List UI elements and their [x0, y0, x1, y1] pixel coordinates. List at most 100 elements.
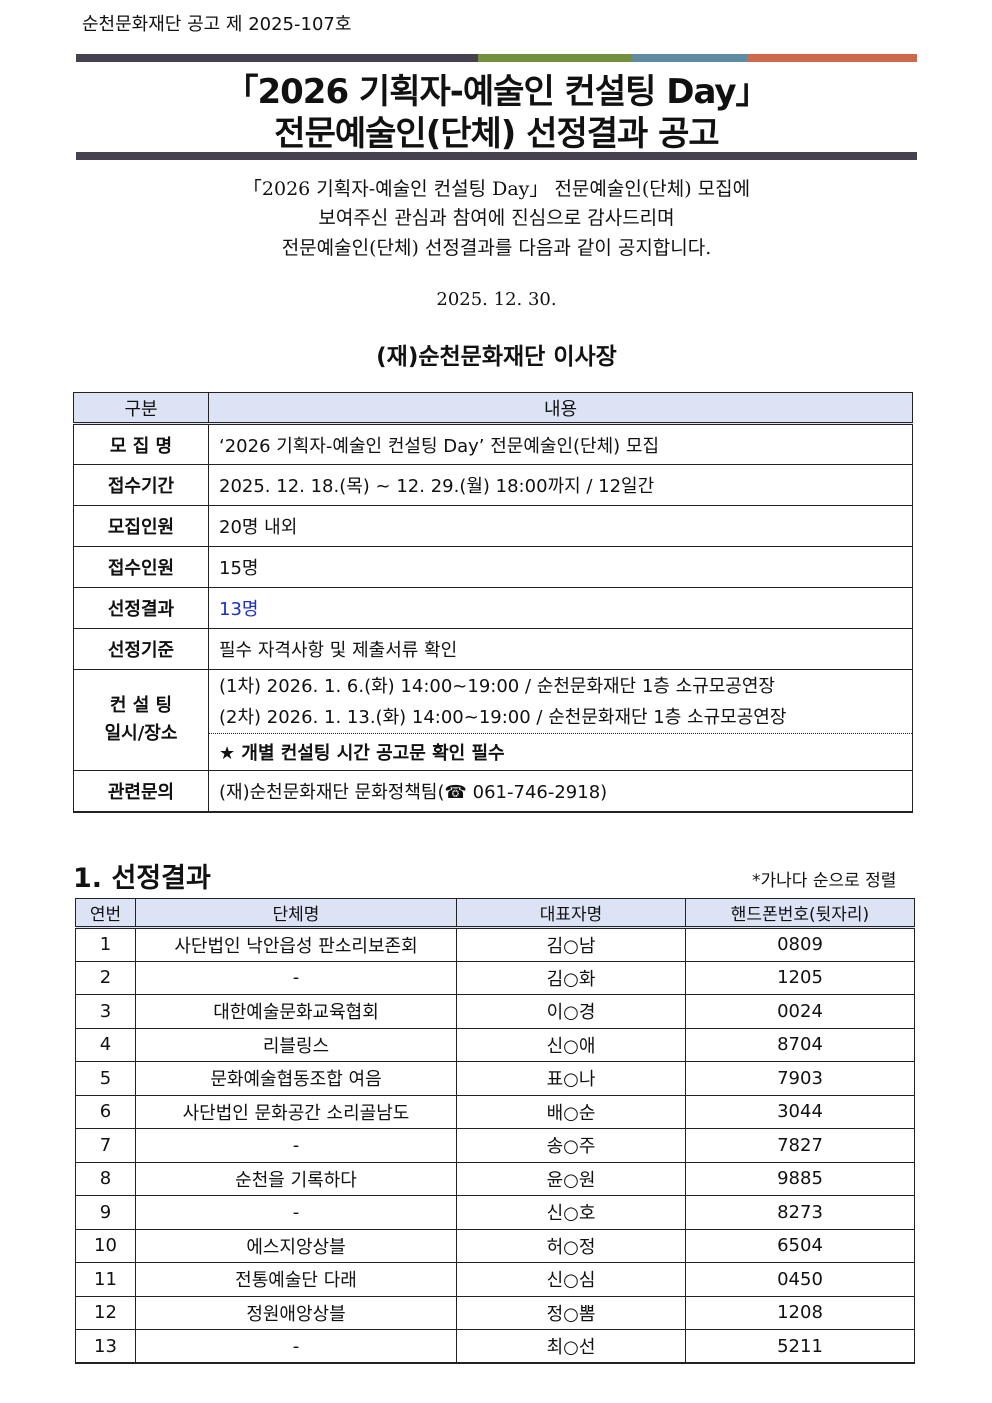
row-number: 3 [75, 994, 136, 1029]
phone-suffix: 9885 [685, 1161, 915, 1196]
intro-line: 「2026 기획자-예술인 컨설팅 Day」 전문예술인(단체) 모집에 [242, 178, 751, 200]
group-name: 사단법인 문화공간 소리골남도 [135, 1094, 457, 1129]
row-label: 모 집 명 [73, 423, 209, 465]
header-content: 내용 [208, 392, 913, 425]
consult-schedule: (1차) 2026. 1. 6.(화) 14:00~19:00 / 순천문화재단… [208, 669, 913, 734]
header-divider [76, 152, 917, 160]
phone-suffix: 8704 [685, 1027, 915, 1062]
row-label: 접수인원 [73, 546, 209, 588]
table-row: 10 에스지앙상블 허○정 6504 [75, 1228, 915, 1263]
table-row: 9- 신○호 8273 [75, 1195, 915, 1230]
phone-suffix: 1208 [685, 1295, 915, 1330]
notice-date: 2025. 12. 30. [436, 289, 557, 310]
table-row: 4 리블링스 신○애 8704 [75, 1027, 915, 1062]
representative-name: 최○선 [456, 1329, 686, 1364]
table-row: 모 집 명 ‘2026 기획자-예술인 컨설팅 Day’ 전문예술인(단체) 모집 [73, 423, 913, 465]
table-row: 11 전통예술단 다래 신○심 0450 [75, 1262, 915, 1297]
phone-suffix: 8273 [685, 1195, 915, 1230]
phone-suffix: 6504 [685, 1228, 915, 1263]
table-row: 6 사단법인 문화공간 소리골남도 배○순 3044 [75, 1094, 915, 1129]
consult-label-line: 일시/장소 [104, 723, 178, 744]
header-phone: 핸드폰번호(뒷자리) [685, 898, 915, 929]
row-value: ‘2026 기획자-예술인 컨설팅 Day’ 전문예술인(단체) 모집 [208, 423, 913, 465]
row-number: 2 [75, 960, 136, 995]
row-value: 필수 자격사항 및 제출서류 확인 [208, 628, 913, 670]
intro-line: 전문예술인(단체) 선정결과를 다음과 같이 공지합니다. [281, 237, 712, 259]
row-number: 9 [75, 1195, 136, 1230]
table-row: 접수인원 15명 [73, 546, 913, 588]
table-row: 8 순천을 기록하다 윤○원 9885 [75, 1161, 915, 1196]
sort-note: *가나다 순으로 정렬 [752, 871, 897, 891]
table-row: ★ 개별 컨설팅 시간 공고문 확인 필수 [74, 733, 913, 771]
row-number: 5 [75, 1061, 136, 1096]
phone-suffix: 7827 [685, 1128, 915, 1163]
section-title: 1. 선정결과 [73, 863, 211, 894]
header-no: 연번 [75, 898, 136, 929]
representative-name: 이○경 [456, 994, 686, 1029]
representative-name: 김○남 [456, 927, 686, 962]
bar-segment [478, 54, 632, 62]
header-group: 단체명 [135, 898, 457, 929]
header-category: 구분 [73, 392, 209, 425]
group-name: 전통예술단 다래 [135, 1262, 457, 1297]
phone-suffix: 5211 [685, 1329, 915, 1364]
selection-result-value: 13명 [208, 587, 913, 629]
row-number: 12 [75, 1295, 136, 1330]
info-table: 구분 내용 모 집 명 ‘2026 기획자-예술인 컨설팅 Day’ 전문예술인(… [73, 392, 913, 813]
table-row: 관련문의 (재)순천문화재단 문화정책팀(☎ 061-746-2918) [73, 770, 913, 813]
group-name: - [135, 1128, 457, 1163]
consult-session-2: (2차) 2026. 1. 13.(화) 14:00~19:00 / 순천문화재… [219, 706, 787, 728]
phone-suffix: 0809 [685, 927, 915, 962]
row-label: 선정결과 [73, 587, 209, 629]
results-table: 연번 단체명 대표자명 핸드폰번호(뒷자리) 1 사단법인 낙안읍성 판소리보존회… [75, 898, 915, 1364]
group-name: - [135, 1195, 457, 1230]
table-row: 5 문화예술협동조합 여음 표○나 7903 [75, 1061, 915, 1096]
representative-name: 윤○원 [456, 1161, 686, 1196]
page-title-line2: 전문예술인(단체) 선정결과 공고 [274, 114, 719, 154]
table-row: 1 사단법인 낙안읍성 판소리보존회 김○남 0809 [75, 927, 915, 962]
bar-segment [76, 54, 478, 62]
row-value: 15명 [208, 546, 913, 588]
group-name: 에스지앙상블 [135, 1228, 457, 1263]
row-label: 모집인원 [73, 505, 209, 547]
phone-suffix: 0024 [685, 994, 915, 1029]
phone-suffix: 0450 [685, 1262, 915, 1297]
consult-session-1: (1차) 2026. 1. 6.(화) 14:00~19:00 / 순천문화재단… [219, 675, 775, 697]
intro-line: 보여주신 관심과 참여에 진심으로 감사드리며 [318, 207, 675, 229]
page-title-line1: 「2026 기획자-예술인 컨설팅 Day」 [224, 72, 769, 112]
representative-name: 송○주 [456, 1128, 686, 1163]
table-row: 선정기준 필수 자격사항 및 제출서류 확인 [73, 628, 913, 670]
representative-name: 신○심 [456, 1262, 686, 1297]
table-row: 13- 최○선 5211 [75, 1329, 915, 1364]
row-number: 11 [75, 1262, 136, 1297]
representative-name: 신○애 [456, 1027, 686, 1062]
group-name: - [135, 960, 457, 995]
group-name: 사단법인 낙안읍성 판소리보존회 [135, 927, 457, 962]
table-row: 7- 송○주 7827 [75, 1128, 915, 1163]
header-representative: 대표자명 [456, 898, 686, 929]
group-name: 순천을 기록하다 [135, 1161, 457, 1196]
table-row: 3 대한예술문화교육협회 이○경 0024 [75, 994, 915, 1029]
row-number: 6 [75, 1094, 136, 1129]
row-label: 선정기준 [73, 628, 209, 670]
group-name: 대한예술문화교육협회 [135, 994, 457, 1029]
consult-note: ★ 개별 컨설팅 시간 공고문 확인 필수 [208, 733, 913, 771]
row-label: 관련문의 [73, 770, 209, 813]
group-name: 정원애앙상블 [135, 1295, 457, 1330]
consult-label-line: 컨 설 팅 [109, 695, 173, 716]
row-value: 2025. 12. 18.(목) ~ 12. 29.(월) 18:00까지 / … [208, 464, 913, 506]
phone-suffix: 7903 [685, 1061, 915, 1096]
phone-suffix: 3044 [685, 1094, 915, 1129]
row-label: 접수기간 [73, 464, 209, 506]
row-number: 4 [75, 1027, 136, 1062]
contact-value: (재)순천문화재단 문화정책팀(☎ 061-746-2918) [208, 770, 913, 813]
table-row: 2- 김○화 1205 [75, 960, 915, 995]
representative-name: 정○뽐 [456, 1295, 686, 1330]
representative-name: 신○호 [456, 1195, 686, 1230]
representative-name: 김○화 [456, 960, 686, 995]
representative-name: 표○나 [456, 1061, 686, 1096]
bar-segment [632, 54, 747, 62]
document-number: 순천문화재단 공고 제 2025-107호 [82, 14, 352, 35]
